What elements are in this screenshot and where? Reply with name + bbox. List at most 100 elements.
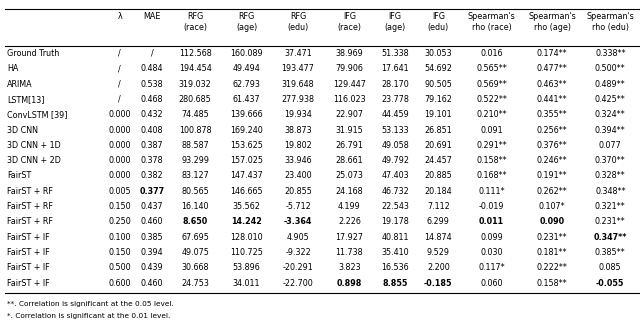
Text: 47.403: 47.403: [381, 171, 409, 181]
Text: 0.432: 0.432: [141, 110, 163, 119]
Text: 0.437: 0.437: [141, 202, 163, 211]
Text: 160.089: 160.089: [230, 49, 263, 58]
Text: 22.543: 22.543: [381, 202, 409, 211]
Text: 46.732: 46.732: [381, 187, 409, 196]
Text: FairST + RF: FairST + RF: [7, 202, 53, 211]
Text: 61.437: 61.437: [233, 95, 260, 104]
Text: 0.463**: 0.463**: [537, 80, 567, 89]
Text: 40.811: 40.811: [381, 233, 409, 242]
Text: 19.101: 19.101: [424, 110, 452, 119]
Text: 34.011: 34.011: [233, 279, 260, 288]
Text: FairST + IF: FairST + IF: [7, 279, 50, 288]
Text: 0.262**: 0.262**: [537, 187, 568, 196]
Text: *. Correlation is significant at the 0.01 level.: *. Correlation is significant at the 0.0…: [7, 313, 170, 319]
Text: 319.648: 319.648: [282, 80, 314, 89]
Text: 93.299: 93.299: [181, 156, 209, 165]
Text: 139.666: 139.666: [230, 110, 263, 119]
Text: 157.025: 157.025: [230, 156, 263, 165]
Text: 3.823: 3.823: [338, 263, 361, 273]
Text: 67.695: 67.695: [181, 233, 209, 242]
Text: -5.712: -5.712: [285, 202, 311, 211]
Text: /: /: [118, 80, 121, 89]
Text: 319.032: 319.032: [179, 80, 212, 89]
Text: 0.100: 0.100: [108, 233, 131, 242]
Text: 0.376**: 0.376**: [537, 141, 568, 150]
Text: 6.299: 6.299: [427, 217, 450, 227]
Text: 51.338: 51.338: [381, 49, 409, 58]
Text: 153.625: 153.625: [230, 141, 263, 150]
Text: 0.898: 0.898: [337, 279, 362, 288]
Text: 169.240: 169.240: [230, 126, 263, 135]
Text: 90.505: 90.505: [424, 80, 452, 89]
Text: 0.222**: 0.222**: [536, 263, 568, 273]
Text: -0.019: -0.019: [479, 202, 504, 211]
Text: /: /: [118, 49, 121, 58]
Text: 0.522**: 0.522**: [476, 95, 507, 104]
Text: 0.370**: 0.370**: [595, 156, 625, 165]
Text: 0.385**: 0.385**: [595, 248, 625, 257]
Text: 112.568: 112.568: [179, 49, 212, 58]
Text: FairST + IF: FairST + IF: [7, 248, 50, 257]
Text: FairST: FairST: [7, 171, 31, 181]
Text: 0.439: 0.439: [141, 263, 163, 273]
Text: 128.010: 128.010: [230, 233, 263, 242]
Text: MAE: MAE: [143, 12, 161, 21]
Text: 28.661: 28.661: [335, 156, 364, 165]
Text: 0.060: 0.060: [481, 279, 503, 288]
Text: IFG
(race): IFG (race): [337, 12, 362, 32]
Text: 0.425**: 0.425**: [595, 95, 626, 104]
Text: 11.738: 11.738: [335, 248, 364, 257]
Text: 14.874: 14.874: [424, 233, 452, 242]
Text: 100.878: 100.878: [179, 126, 212, 135]
Text: 62.793: 62.793: [233, 80, 260, 89]
Text: **. Correlation is significant at the 0.05 level.: **. Correlation is significant at the 0.…: [7, 301, 174, 307]
Text: 20.691: 20.691: [424, 141, 452, 150]
Text: 0.150: 0.150: [108, 202, 131, 211]
Text: 0.377: 0.377: [140, 187, 164, 196]
Text: λ: λ: [117, 12, 122, 21]
Text: 0.484: 0.484: [141, 64, 163, 73]
Text: 22.907: 22.907: [335, 110, 364, 119]
Text: -22.700: -22.700: [283, 279, 314, 288]
Text: 0.328**: 0.328**: [595, 171, 625, 181]
Text: 0.168**: 0.168**: [476, 171, 507, 181]
Text: 0.394**: 0.394**: [595, 126, 625, 135]
Text: 0.387: 0.387: [141, 141, 163, 150]
Text: 0.321**: 0.321**: [595, 202, 625, 211]
Text: 20.855: 20.855: [284, 187, 312, 196]
Text: 44.459: 44.459: [381, 110, 409, 119]
Text: 30.668: 30.668: [182, 263, 209, 273]
Text: 16.140: 16.140: [182, 202, 209, 211]
Text: 0.291**: 0.291**: [476, 141, 507, 150]
Text: IFG
(edu): IFG (edu): [428, 12, 449, 32]
Text: 0.250: 0.250: [108, 217, 131, 227]
Text: 0.000: 0.000: [108, 110, 131, 119]
Text: Spearman's
rho (edu): Spearman's rho (edu): [586, 12, 634, 32]
Text: IFG
(age): IFG (age): [385, 12, 406, 32]
Text: 19.178: 19.178: [381, 217, 409, 227]
Text: 0.231**: 0.231**: [537, 233, 568, 242]
Text: 0.500**: 0.500**: [595, 64, 625, 73]
Text: 2.226: 2.226: [338, 217, 361, 227]
Text: 0.460: 0.460: [141, 217, 163, 227]
Text: 88.587: 88.587: [181, 141, 209, 150]
Text: 0.538: 0.538: [141, 80, 163, 89]
Text: Spearman's
rho (race): Spearman's rho (race): [468, 12, 515, 32]
Text: 0.030: 0.030: [481, 248, 503, 257]
Text: 0.565**: 0.565**: [476, 64, 507, 73]
Text: 0.500: 0.500: [108, 263, 131, 273]
Text: 0.181**: 0.181**: [537, 248, 567, 257]
Text: 37.471: 37.471: [284, 49, 312, 58]
Text: 79.906: 79.906: [335, 64, 364, 73]
Text: 26.791: 26.791: [335, 141, 364, 150]
Text: 3D CNN: 3D CNN: [7, 126, 38, 135]
Text: 0.011: 0.011: [479, 217, 504, 227]
Text: 280.685: 280.685: [179, 95, 212, 104]
Text: 147.437: 147.437: [230, 171, 263, 181]
Text: 277.938: 277.938: [282, 95, 314, 104]
Text: 0.158**: 0.158**: [476, 156, 507, 165]
Text: 8.650: 8.650: [182, 217, 208, 227]
Text: 0.158**: 0.158**: [537, 279, 568, 288]
Text: 0.077: 0.077: [599, 141, 621, 150]
Text: 19.802: 19.802: [284, 141, 312, 150]
